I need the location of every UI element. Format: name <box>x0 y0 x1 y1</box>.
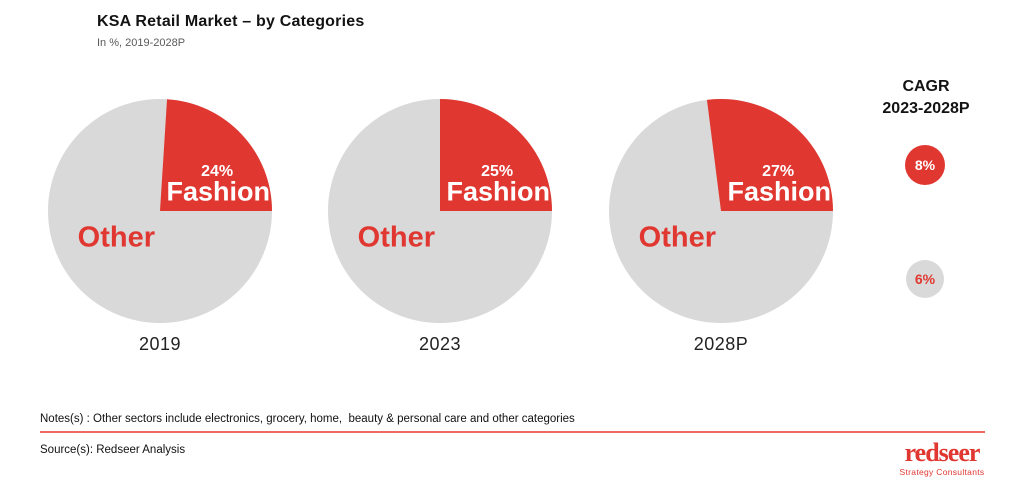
cagr-heading-line2: 2023-2028P <box>882 99 970 117</box>
pie-svg-2019 <box>48 99 272 323</box>
chart-units-subtitle: In %, 2019-2028P <box>97 37 186 49</box>
pie-svg-2028p <box>609 99 833 323</box>
fashion-slice <box>160 99 272 211</box>
cagr-heading-line1: CAGR <box>902 78 950 95</box>
pie-group-2023: 25% Fashion Other 2023 <box>328 99 552 355</box>
logo-tagline: Strategy Consultants <box>899 467 985 477</box>
pie-group-2028p: 27% Fashion Other 2028P <box>609 99 833 355</box>
other-label: Other <box>638 221 716 254</box>
fashion-value-label: 27% <box>762 162 795 180</box>
pie-chart-2019: 24% Fashion Other <box>48 99 272 323</box>
year-label-2028p: 2028P <box>693 334 749 354</box>
fashion-slice <box>706 99 833 211</box>
redseer-logo: redseer Strategy Consultants <box>895 438 989 478</box>
source-text: Source(s): Redseer Analysis <box>40 444 186 456</box>
cagr-badge-other: 6% <box>906 260 944 298</box>
year-label-2023: 2023 <box>418 334 462 354</box>
pie-group-2019: 24% Fashion Other 2019 <box>48 99 272 355</box>
other-label: Other <box>77 221 155 254</box>
fashion-label: Fashion <box>166 176 270 207</box>
year-label-2019: 2019 <box>138 334 182 354</box>
pie-chart-2028p: 27% Fashion Other <box>609 99 833 323</box>
page-title: KSA Retail Market – by Categories <box>97 13 365 30</box>
cagr-heading: CAGR 2023-2028P <box>845 76 1007 119</box>
pie-chart-2023: 25% Fashion Other <box>328 99 552 323</box>
cagr-badge-fashion: 8% <box>905 145 945 185</box>
divider-line <box>40 431 985 433</box>
fashion-label: Fashion <box>446 176 550 207</box>
logo-wordmark: redseer <box>904 438 981 467</box>
fashion-slice <box>440 99 552 211</box>
fashion-value-label: 25% <box>481 162 514 180</box>
other-label: Other <box>357 221 435 254</box>
notes-text: Notes(s) : Other sectors include electro… <box>40 413 575 425</box>
pie-svg-2023 <box>328 99 552 323</box>
fashion-value-label: 24% <box>201 162 234 180</box>
fashion-label: Fashion <box>727 176 831 207</box>
